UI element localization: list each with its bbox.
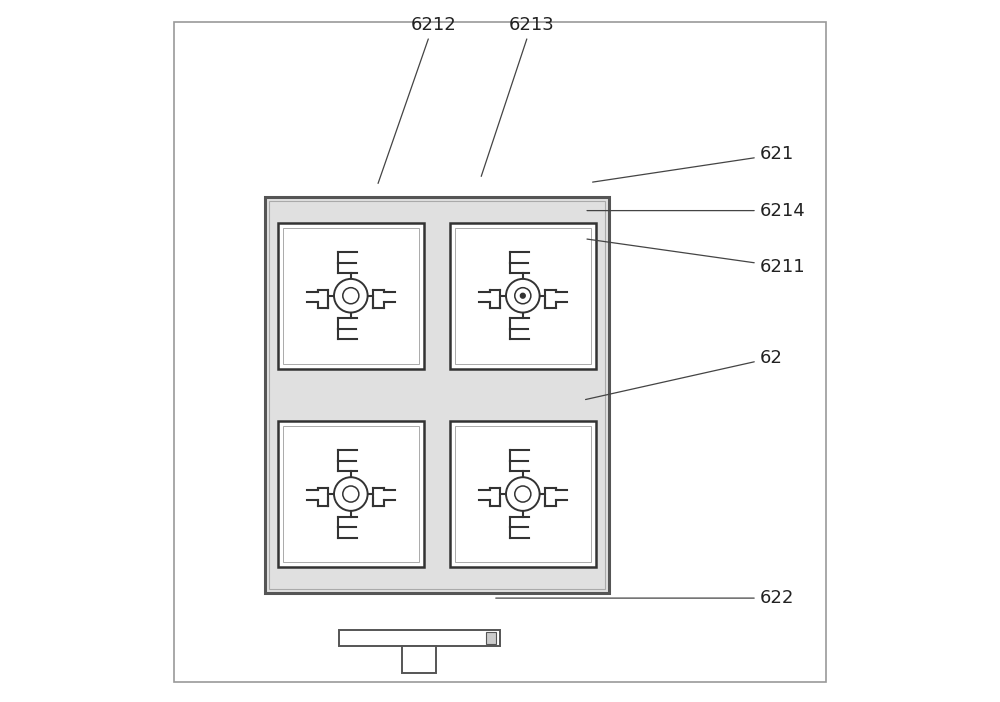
Bar <box>283 426 419 562</box>
Bar <box>450 421 596 567</box>
Bar <box>486 632 496 644</box>
Text: 6213: 6213 <box>481 15 554 176</box>
Bar <box>455 227 591 364</box>
Text: 6212: 6212 <box>378 15 456 183</box>
Bar <box>455 426 591 562</box>
Text: 6214: 6214 <box>587 201 805 220</box>
Circle shape <box>515 486 531 502</box>
Circle shape <box>334 477 368 511</box>
Bar <box>339 630 500 646</box>
Circle shape <box>520 293 525 298</box>
Bar <box>278 223 424 369</box>
Text: 622: 622 <box>496 589 794 607</box>
Circle shape <box>515 288 531 304</box>
Text: 621: 621 <box>593 145 794 182</box>
Circle shape <box>343 486 359 502</box>
Circle shape <box>343 288 359 304</box>
Circle shape <box>334 279 368 312</box>
Bar <box>283 227 419 364</box>
Bar <box>402 646 436 673</box>
Bar <box>269 201 605 589</box>
Bar <box>265 197 609 593</box>
Bar <box>265 197 609 593</box>
Bar <box>450 223 596 369</box>
Circle shape <box>506 279 540 312</box>
Circle shape <box>506 477 540 511</box>
Text: 62: 62 <box>586 349 783 399</box>
Bar <box>278 421 424 567</box>
Text: 6211: 6211 <box>587 239 805 276</box>
